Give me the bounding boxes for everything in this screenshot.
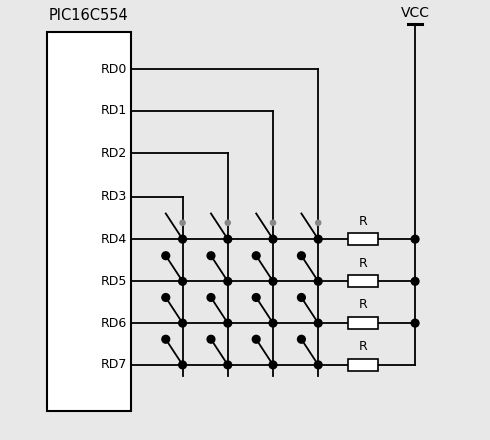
Circle shape — [411, 278, 419, 285]
Text: R: R — [359, 340, 368, 353]
Circle shape — [225, 220, 230, 225]
Circle shape — [224, 319, 232, 327]
Circle shape — [162, 335, 170, 343]
Text: R: R — [359, 298, 368, 312]
Circle shape — [269, 235, 277, 243]
Circle shape — [314, 361, 322, 369]
Circle shape — [179, 361, 186, 369]
Circle shape — [316, 220, 321, 225]
Circle shape — [314, 278, 322, 285]
Circle shape — [270, 220, 275, 225]
Circle shape — [314, 319, 322, 327]
Bar — [348, 317, 378, 329]
Circle shape — [224, 235, 232, 243]
Circle shape — [162, 293, 170, 301]
Circle shape — [207, 252, 215, 260]
Circle shape — [180, 220, 185, 225]
Circle shape — [179, 278, 186, 285]
Text: RD3: RD3 — [101, 191, 127, 203]
Text: R: R — [359, 215, 368, 227]
Circle shape — [179, 235, 186, 243]
Text: RD2: RD2 — [101, 147, 127, 160]
Circle shape — [411, 235, 419, 243]
Text: RD6: RD6 — [101, 317, 127, 330]
Circle shape — [207, 335, 215, 343]
Text: RD1: RD1 — [101, 104, 127, 117]
Text: RD7: RD7 — [101, 359, 127, 371]
Circle shape — [252, 335, 260, 343]
Circle shape — [252, 252, 260, 260]
Text: R: R — [359, 257, 368, 270]
Text: RD5: RD5 — [101, 275, 127, 288]
Circle shape — [224, 278, 232, 285]
Circle shape — [411, 319, 419, 327]
Circle shape — [269, 278, 277, 285]
Circle shape — [179, 319, 186, 327]
Circle shape — [297, 335, 305, 343]
Circle shape — [314, 235, 322, 243]
Circle shape — [269, 361, 277, 369]
Text: PIC16C554: PIC16C554 — [49, 8, 129, 23]
Bar — [348, 359, 378, 371]
Circle shape — [252, 293, 260, 301]
Bar — [348, 275, 378, 287]
Bar — [348, 233, 378, 245]
Circle shape — [224, 361, 232, 369]
Bar — [47, 33, 131, 411]
Circle shape — [297, 252, 305, 260]
Circle shape — [269, 319, 277, 327]
Text: RD0: RD0 — [101, 62, 127, 76]
Circle shape — [207, 293, 215, 301]
Circle shape — [297, 293, 305, 301]
Circle shape — [162, 252, 170, 260]
Text: VCC: VCC — [401, 6, 430, 19]
Text: RD4: RD4 — [101, 233, 127, 246]
